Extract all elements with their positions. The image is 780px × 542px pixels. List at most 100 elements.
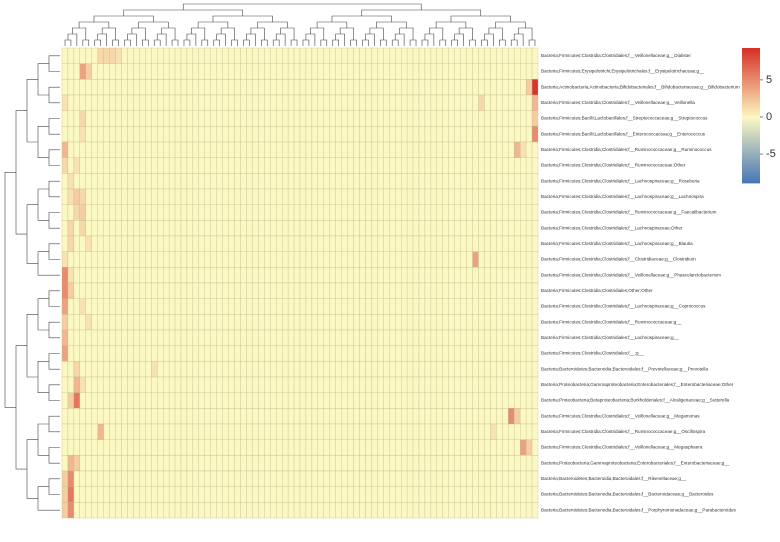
heat-cell [299,235,307,252]
heat-cell [430,345,437,362]
heat-cell [186,392,194,409]
heat-cell [317,126,324,143]
heat-cell [145,94,152,111]
heat-cell [61,126,69,143]
heat-cell [531,361,539,378]
heat-cell [252,188,259,205]
heat-cell [139,126,146,143]
heat-cell [109,298,116,315]
heat-cell [293,220,301,237]
heat-cell [186,470,194,487]
heat-cell [151,79,158,96]
heat-cell [61,235,69,252]
heat-cell [531,63,539,80]
heat-cell [234,298,241,315]
heat-cell [400,298,408,315]
heat-cell [115,126,122,143]
heat-cell [222,345,229,362]
heat-cell [335,251,342,268]
heat-cell [335,439,342,456]
heat-cell [276,392,283,409]
heat-cell [305,251,313,268]
heat-cell [412,486,420,503]
heat-cell [73,282,81,299]
heat-cell [436,47,443,64]
color-bar-step [742,165,760,168]
heat-cell [448,63,455,80]
heat-cell [472,267,479,284]
color-bar-step [742,129,760,132]
heat-cell [418,392,426,409]
heat-cell [174,251,182,268]
heat-cell [192,314,199,331]
heat-cell [162,110,170,127]
heat-cell [139,110,146,127]
heat-cell [520,392,527,409]
heat-cell [85,298,92,315]
heat-cell [448,173,455,190]
heat-cell [127,157,134,174]
heat-cell [365,126,372,143]
heat-cell [186,376,194,393]
heat-cell [525,79,533,96]
dendrogram-branch [48,55,60,72]
heat-cell [454,345,461,362]
heat-cell [67,157,75,174]
heat-cell [460,79,467,96]
heat-cell [276,314,283,331]
heat-cell [454,79,461,96]
heat-cell [389,47,396,64]
heat-cell [139,314,146,331]
heat-cell [276,439,283,456]
heat-cell [424,47,432,64]
heat-cell [466,423,473,440]
dendrogram-branch [197,21,229,28]
heat-cell [180,345,188,362]
heat-cell [395,188,402,205]
heat-cell [448,204,455,221]
heat-cell [389,204,396,221]
row-label: Bacteria;Firmicutes;Clostridia;Clostridi… [541,241,693,246]
heat-cell [347,94,354,111]
heat-cell [454,455,461,472]
heat-cell [365,220,372,237]
heat-cell [341,235,348,252]
heat-cell [383,470,390,487]
heat-cell [412,220,420,237]
heat-cell [139,141,146,158]
heat-cell [281,220,289,237]
heat-cell [323,439,330,456]
heat-cell [371,376,378,393]
heat-cell [127,126,134,143]
heat-cell [424,188,432,205]
heat-cell [448,235,455,252]
heat-cell [186,204,194,221]
heat-cell [520,220,527,237]
color-bar-step [742,169,760,173]
heat-cell [67,455,75,472]
heat-cell [311,173,318,190]
heat-cell [299,94,307,111]
heat-cell [133,470,140,487]
heat-cell [430,314,437,331]
heat-cell [341,455,348,472]
heat-cell [311,204,318,221]
heat-cell [436,314,443,331]
heat-cell [276,47,283,64]
heat-cell [157,470,164,487]
heat-cell [496,173,503,190]
heat-cell [240,141,247,158]
heat-cell [127,376,134,393]
heat-cell [91,110,98,127]
heat-cell [377,63,384,80]
heat-cell [436,157,443,174]
heat-cell [204,204,211,221]
heat-cell [514,282,521,299]
heat-cell [323,361,330,378]
heat-cell [305,220,313,237]
heat-cell [97,126,104,143]
heat-cell [520,267,527,284]
heat-cell [204,157,211,174]
heat-cell [424,141,432,158]
heat-cell [145,486,152,503]
